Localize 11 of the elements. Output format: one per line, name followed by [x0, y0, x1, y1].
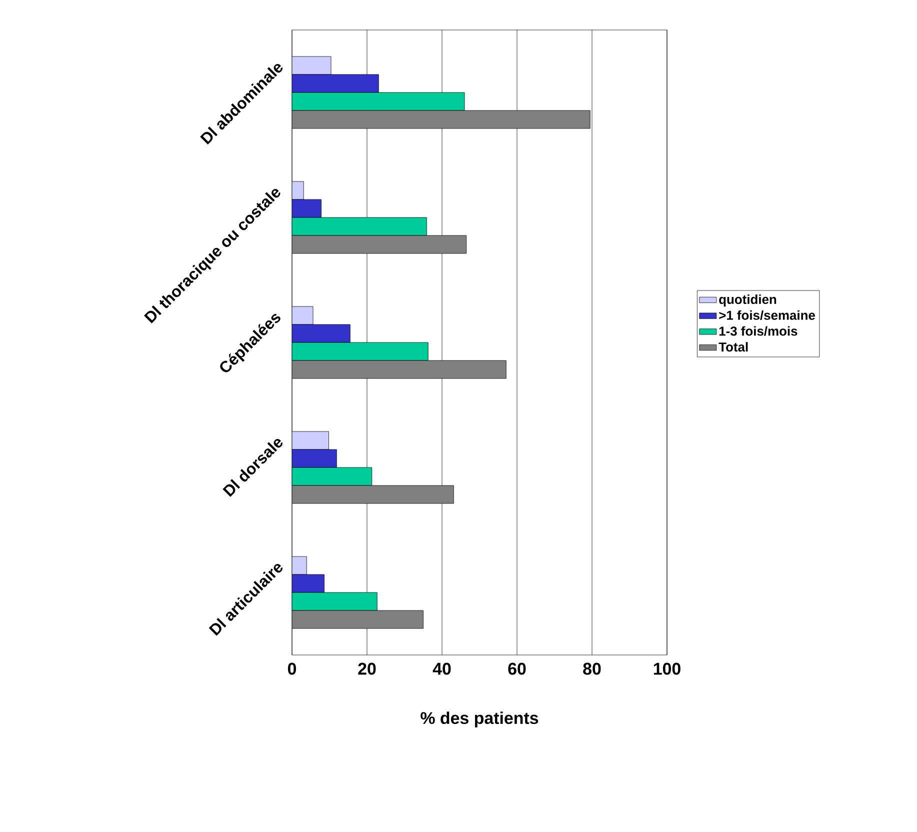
x-tick-label: 20 [358, 662, 376, 675]
legend-label: Total [718, 342, 748, 352]
x-tick-label: 60 [508, 662, 526, 675]
x-axis-title: % des patients [420, 712, 538, 728]
x-tick-label: 40 [432, 662, 451, 675]
legend-label: 1-3 fois/mois [719, 326, 798, 336]
x-tick-label: 0 [288, 662, 296, 675]
x-tick-label: 100 [654, 662, 680, 675]
legend-label: >1 fois/semaine [719, 310, 815, 320]
x-tick-label: 80 [583, 662, 601, 675]
legend-label: quotidien [719, 294, 776, 307]
